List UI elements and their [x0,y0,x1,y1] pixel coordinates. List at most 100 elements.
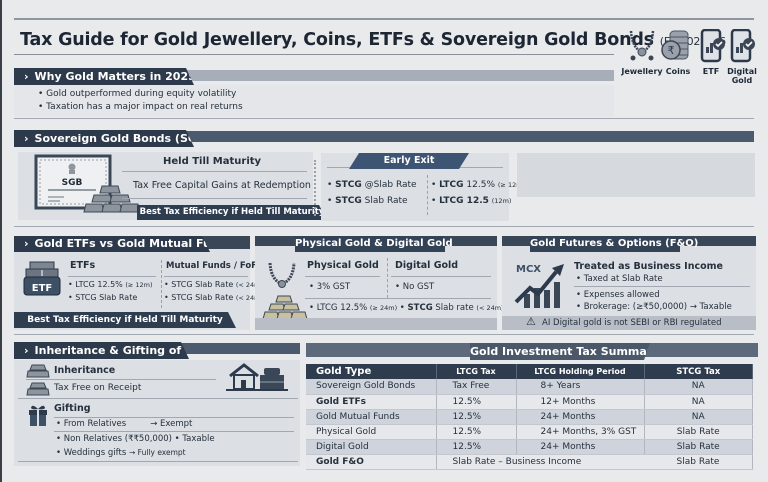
digital-gold-icon [730,29,755,63]
inheritance-title: Inheritance [54,365,116,376]
gift-icon [29,405,47,426]
title-underline [14,54,614,55]
divider [18,398,298,399]
dashed-divider [427,175,428,215]
etf-title: ETFs [70,260,96,271]
col-ltcg-holding: LTCG Holding Period [516,364,645,379]
early-exit-tag: Early Exit [349,153,469,169]
physical-gold-title: Physical Gold [307,260,379,271]
svg-text:₹: ₹ [668,44,675,57]
physical-digital-heading: Physical Gold & Digital Gold [295,236,453,252]
gold-bars-icon [262,295,308,320]
why-gold-bullet: • Taxation has a major impact on real re… [38,102,243,112]
digital-gold-label: Digital Gold [727,67,757,85]
sgb-empty-panel [517,153,755,197]
svg-text:MCX: MCX [516,264,541,275]
table-row: Sovereign Gold Bonds Tax Free 8+ Years N… [306,379,753,395]
chevron-right-icon: › [24,132,29,145]
dotted-separator [314,160,316,216]
etf-mf-heading: › Gold ETFs vs Gold Mutual Funds [14,236,210,252]
physical-gold-gst: • 3% GST [309,282,351,292]
table-row: Gold Mutual Funds 12.5% 24+ Months NA [306,409,753,425]
divider [68,276,156,277]
summary-heading: Gold Investment Tax Summary [470,345,660,358]
fno-heading: Gold Futures & Options (F&O) [530,236,698,252]
fno-title: Treated as Business Income [574,261,723,272]
sgb-heading: › Sovereign Gold Bonds (SGBs) [14,130,194,147]
warning-icon: ⚠ [526,315,536,328]
held-till-maturity-title: Held Till Maturity [163,156,262,167]
mf-stcg-2: • STCG Slab Rate (< 24m) [164,293,263,302]
sgb-best-efficiency-banner: Best Tax Efficiency if Held Till Maturit… [137,205,327,220]
physical-ltcg: • LTCG 12.5% (≥ 24m) • STCG Slab rate (<… [309,303,504,313]
chevron-right-icon: › [24,70,29,83]
fno-expenses: • Expenses allowed [576,290,660,300]
coins-icon: ₹ [661,30,689,60]
chevron-right-icon: › [24,344,29,357]
etf-mf-panel: › Gold ETFs vs Gold Mutual Funds ETF ETFs… [14,236,263,330]
divider [305,298,491,299]
divider [18,461,298,462]
inheritance-text: Tax Free on Receipt [54,383,142,393]
early-exit-ltcg-1: • LTCG 12.5% (≥ 12m) [431,180,526,190]
why-gold-bullet: • Gold outperformed during equity volati… [38,89,237,99]
gift-weddings: • Weddings gifts → Fully exempt [56,448,186,458]
col-stcg-tax: STCG Tax [644,364,753,379]
fno-panel: Gold Futures & Options (F&O) MCX Treated… [502,236,756,330]
mf-title: Mutual Funds / FoFs [166,261,263,271]
why-gold-heading: › Why Gold Matters in 2025 [14,68,194,85]
dashed-divider [161,260,162,308]
gifting-title: Gifting [54,403,91,414]
inheritance-heading: › Inheritance & Gifting of Gold [14,342,189,359]
table-header-row: Gold Type LTCG Tax LTCG Holding Period S… [306,364,753,379]
table-row: Gold F&O Slab Rate – Business Income Sla… [306,454,753,470]
necklace-icon [268,262,296,288]
sgb-certificate-icon: SGB [34,154,112,210]
gift-relatives: • From Relatives → Exempt [56,419,193,429]
etf-label: ETF [702,67,720,76]
divider [164,276,248,277]
jewellery-icon [629,30,655,61]
digital-gold-title: Digital Gold [395,260,459,271]
divider [391,276,491,277]
table-row: Physical Gold 12.5% 24+ Months, 3% GST S… [306,424,753,440]
why-gold-bar [14,70,614,81]
divider [14,118,754,119]
gold-bars-small-icon [26,382,50,396]
mcx-chart-icon: MCX [514,264,564,308]
divider [14,226,754,227]
digital-gold-gst: • No GST [395,282,435,292]
divider [574,286,750,287]
inheritance-panel: Inheritance Tax Free on Receipt Gifting … [14,360,300,466]
fno-brokerage: • Brokerage: (≥₹50,0000) → Taxable [576,302,732,312]
divider [122,171,307,172]
panel-footer-bar [255,318,497,330]
divider [122,198,307,199]
warning-text: AI Digital gold is not SEBI or RBI regul… [542,318,722,328]
why-gold-panel: • Gold outperformed during equity volati… [14,85,614,117]
jewellery-label: Jewellery [621,67,663,76]
coins-label: Coins [665,67,691,76]
gift-non-relatives: • Non Relatives (₹₹50,000) • Taxable [56,434,215,444]
top-rule [14,18,754,20]
divider [305,276,380,277]
held-till-maturity-text: Tax Free Capital Gains at Redemption [133,180,311,191]
warning-banner: ⚠ AI Digital gold is not SEBI or RBI reg… [502,315,756,330]
col-ltcg-tax: LTCG Tax [436,364,517,379]
etf-stcg: • STCG Slab Rate [68,293,138,302]
etf-best-efficiency-banner: Best Tax Efficiency if Held Till Maturit… [14,312,236,328]
left-edge [0,0,2,482]
dashed-divider [387,258,388,298]
etf-ltcg: • LTCG 12.5% (≥ 12m) [68,280,153,289]
sgb-bar [14,131,754,142]
etf-icon [700,29,725,63]
fno-slab: • Taxed at Slab Rate [576,274,663,284]
house-vault-icon [226,363,288,391]
svg-text:SGB: SGB [62,178,83,188]
early-exit-ltcg-2: • LTCG 12.5 (12m) [431,196,512,206]
table-row: Gold ETFs 12.5% 12+ Months NA [306,394,753,410]
early-exit-stcg-2: • STCG Slab Rate [327,196,408,206]
header-icons: ₹ Jewellery Coins ETF Digital Gold [620,26,760,88]
table-row: Digital Gold 12.5% 24+ Months Slab Rate [306,439,753,455]
sgb-early-exit-panel: Early Exit • STCG @Slab Rate • STCG Slab… [321,153,525,221]
